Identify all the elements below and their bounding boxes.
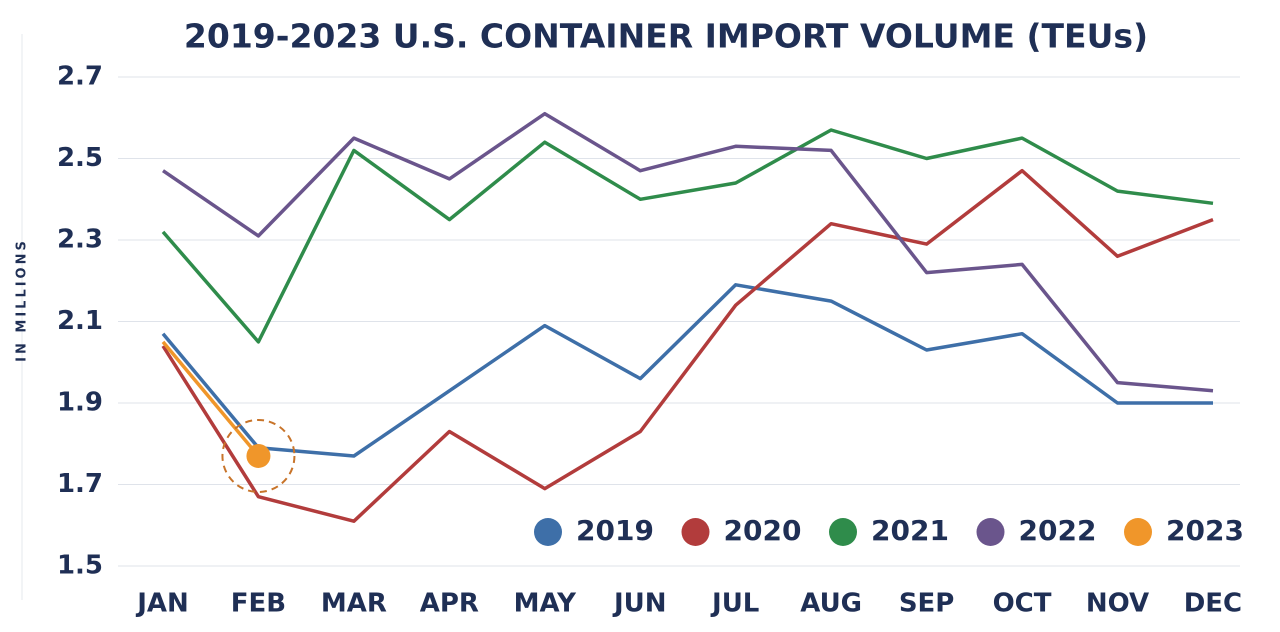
y-tick-label: 1.7 [57, 469, 103, 499]
x-tick-label: SEP [899, 589, 955, 619]
legend-label: 2021 [871, 514, 949, 547]
legend-swatch [534, 518, 562, 546]
x-tick-label: JAN [135, 589, 189, 619]
x-tick-label: JUL [710, 589, 759, 619]
x-tick-label: MAY [514, 589, 578, 619]
x-tick-label: APR [420, 589, 479, 619]
x-tick-label: FEB [231, 589, 286, 619]
x-tick-label: MAR [321, 589, 387, 619]
y-tick-label: 2.7 [57, 62, 103, 92]
chart-title: 2019-2023 U.S. CONTAINER IMPORT VOLUME (… [184, 17, 1148, 56]
y-axis-label: IN MILLIONS [15, 238, 30, 362]
legend-swatch [976, 518, 1005, 546]
x-tick-label: NOV [1086, 589, 1149, 619]
highlight-ring [221, 418, 296, 493]
x-tick-label: AUG [800, 589, 862, 619]
legend-swatch [1124, 518, 1152, 546]
series-line [161, 168, 1214, 523]
y-tick-label: 1.9 [57, 388, 103, 418]
x-tick-label: OCT [993, 589, 1052, 619]
series-line [161, 340, 260, 458]
legend-label: 2022 [1019, 514, 1097, 547]
y-tick-label: 2.1 [57, 306, 103, 336]
end-point [246, 443, 271, 468]
series-line [162, 111, 1214, 393]
x-tick-label: JUN [612, 589, 667, 619]
y-tick-label: 2.3 [57, 225, 103, 255]
legend-label: 2020 [724, 514, 802, 547]
x-tick-label: DEC [1184, 589, 1242, 619]
legend-label: 2019 [576, 514, 654, 547]
series-line [161, 128, 1214, 344]
legend-swatch [829, 518, 857, 546]
y-tick-label: 1.5 [57, 551, 103, 581]
y-tick-label: 2.5 [57, 143, 103, 173]
legend-label: 2023 [1166, 514, 1244, 547]
legend-swatch [681, 518, 710, 546]
series-line [161, 283, 1213, 458]
